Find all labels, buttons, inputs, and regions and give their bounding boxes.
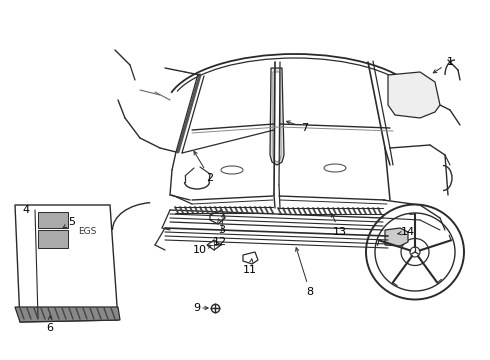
Text: EGS: EGS xyxy=(78,228,96,237)
Text: 11: 11 xyxy=(243,259,257,275)
Text: 13: 13 xyxy=(331,213,347,237)
Text: 3: 3 xyxy=(218,219,225,235)
Polygon shape xyxy=(388,72,440,118)
Text: 8: 8 xyxy=(295,248,314,297)
Text: 5: 5 xyxy=(63,217,75,228)
Polygon shape xyxy=(38,212,68,228)
Text: 14: 14 xyxy=(398,227,415,237)
Polygon shape xyxy=(385,228,408,246)
Polygon shape xyxy=(207,240,221,250)
Polygon shape xyxy=(210,210,225,224)
Text: 12: 12 xyxy=(213,214,227,247)
Polygon shape xyxy=(243,252,258,264)
Text: 1: 1 xyxy=(433,57,454,73)
Text: 4: 4 xyxy=(22,205,29,215)
Text: 2: 2 xyxy=(194,151,214,183)
Polygon shape xyxy=(15,307,120,322)
Polygon shape xyxy=(38,230,68,248)
Text: 10: 10 xyxy=(193,245,211,255)
Text: 6: 6 xyxy=(47,316,53,333)
Polygon shape xyxy=(270,68,284,165)
Polygon shape xyxy=(273,72,281,162)
Text: 9: 9 xyxy=(193,303,200,313)
Polygon shape xyxy=(15,205,118,322)
Text: 7: 7 xyxy=(287,121,309,133)
